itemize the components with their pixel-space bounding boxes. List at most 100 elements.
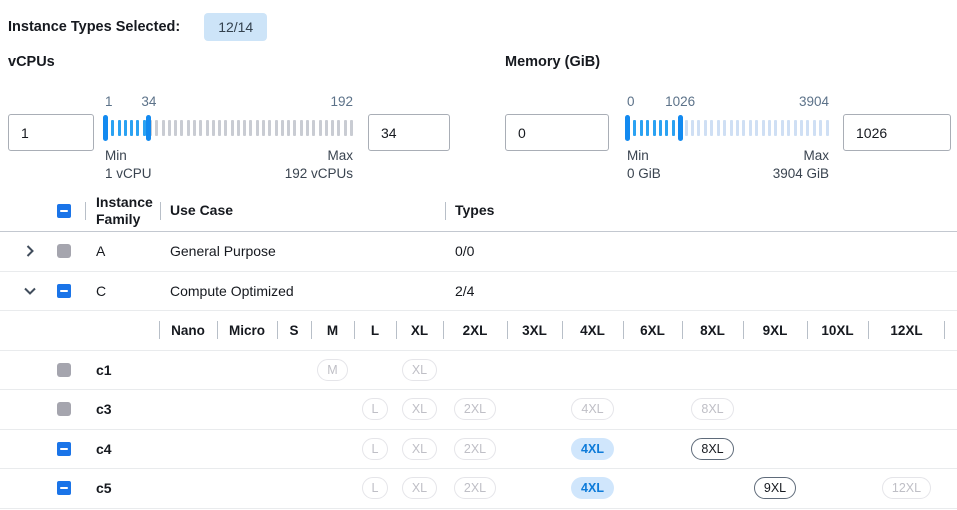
- instance-type-name: c5: [96, 480, 112, 497]
- memory-max-value: 3904 GiB: [772, 165, 829, 181]
- size-cell-6xl: [623, 390, 682, 429]
- memory-slider-handle-max[interactable]: [677, 115, 683, 141]
- size-cell-micro: [217, 351, 277, 390]
- size-column-header-xl: XL: [396, 311, 443, 350]
- table-body: A General Purpose 0/0 C Compute Optimized 2/4…: [0, 232, 957, 509]
- vcpus-max-value: 192 vCPUs: [284, 165, 353, 181]
- size-pill-c3-l: L: [361, 398, 389, 421]
- size-cell-6xl: [623, 430, 682, 469]
- column-header-types: Types: [445, 190, 957, 231]
- vcpus-slider-track: [103, 115, 353, 141]
- size-cell-m: [311, 390, 354, 429]
- size-column-header-9xl: 9XL: [743, 311, 807, 350]
- size-cell-s: [277, 469, 311, 508]
- size-column-header-micro: Micro: [217, 311, 277, 350]
- family-row-A: A General Purpose 0/0: [0, 232, 957, 272]
- size-cell-m: [311, 430, 354, 469]
- memory-filter: Memory (GiB) 0 1026 3904 Min 0 GiB Max: [505, 54, 951, 182]
- size-pill-c4-8xl[interactable]: 8XL: [691, 437, 734, 460]
- memory-min-input[interactable]: [505, 114, 609, 151]
- size-pill-c4-4xl[interactable]: 4XL: [571, 437, 614, 460]
- types-count: 0/0: [455, 243, 475, 260]
- size-column-header-12xl: 12XL: [868, 311, 945, 350]
- chevron-down-icon[interactable]: [22, 283, 38, 299]
- size-cell-nano: [159, 430, 217, 469]
- selected-count-label: Instance Types Selected:: [8, 19, 181, 35]
- check-cell: [49, 469, 85, 508]
- size-cell-2xl: 2XL: [443, 469, 507, 508]
- vcpus-min-value: 1 vCPU: [105, 165, 152, 181]
- memory-scale-start: 0: [627, 94, 635, 109]
- size-pill-c4-l: L: [361, 437, 389, 460]
- size-pill-c5-9xl[interactable]: 9XL: [753, 477, 797, 500]
- use-case: General Purpose: [170, 243, 276, 260]
- size-cell-l: L: [354, 469, 396, 508]
- memory-min-label: Min: [627, 148, 649, 163]
- check-cell: [49, 351, 85, 390]
- size-cell-xl: XL: [396, 351, 443, 390]
- size-column-header-nano: Nano: [159, 311, 217, 350]
- expand-cell: [0, 272, 49, 311]
- selected-count-badge: 12/14: [204, 13, 268, 41]
- vcpus-scale-mid: 34: [141, 94, 157, 109]
- vcpus-slider: 1 34 192 Min 1 vCPU Max 192 vCPUs: [103, 94, 353, 182]
- size-pill-c5-xl: XL: [401, 477, 438, 500]
- instance-family-name: A: [96, 243, 106, 260]
- size-cell-10xl: [807, 390, 868, 429]
- size-pill-c3-2xl: 2XL: [453, 398, 497, 421]
- size-column-header-4xl: 4XL: [562, 311, 623, 350]
- size-cell-2xl: [443, 351, 507, 390]
- selected-count-bar: Instance Types Selected: 12/14: [8, 13, 268, 41]
- column-header-use-case: Use Case: [160, 190, 445, 231]
- size-column-header-l: L: [354, 311, 396, 350]
- table-header: Instance Family Use Case Types: [0, 190, 957, 232]
- size-cell-s: [277, 430, 311, 469]
- size-column-header-2xl: 2XL: [443, 311, 507, 350]
- size-pill-c5-12xl: 12XL: [881, 477, 932, 500]
- size-cell-micro: [217, 469, 277, 508]
- instance-type-row-c3: c3 L XL 2XL 4XL 8XL: [0, 390, 957, 430]
- header-expand-cell: [0, 190, 49, 231]
- instance-family-table: Instance Family Use Case Types A General …: [0, 190, 957, 509]
- select-all-checkbox[interactable]: [57, 203, 71, 218]
- size-pill-c5-2xl: 2XL: [453, 477, 497, 500]
- vcpus-min-input[interactable]: [8, 114, 94, 151]
- size-cell-9xl: 9XL: [743, 469, 807, 508]
- size-cell-4xl: [562, 351, 623, 390]
- vcpus-slider-handle-max[interactable]: [146, 115, 152, 141]
- expand-cell-empty: [0, 469, 49, 508]
- use-case: Compute Optimized: [170, 282, 294, 299]
- size-cell-3xl: [507, 469, 562, 508]
- size-cell-12xl: 12XL: [868, 469, 945, 508]
- vcpus-scale-end: 192: [330, 94, 353, 109]
- column-header-instance-family: Instance Family: [85, 190, 160, 231]
- memory-slider-scale: 0 1026 3904: [627, 94, 829, 114]
- family-checkbox-A: [57, 244, 71, 259]
- size-cell-nano: [159, 390, 217, 429]
- vcpus-max-input[interactable]: [368, 114, 450, 151]
- vcpus-min-label: Min: [105, 148, 127, 163]
- memory-max-input[interactable]: [843, 114, 951, 151]
- instance-type-name: c1: [96, 361, 112, 378]
- memory-scale-mid: 1026: [665, 94, 696, 109]
- family-checkbox-C[interactable]: [57, 283, 71, 298]
- size-cell-s: [277, 351, 311, 390]
- size-cell-3xl: [507, 390, 562, 429]
- memory-controls: 0 1026 3904 Min 0 GiB Max 3904 GiB: [505, 94, 951, 182]
- vcpus-slider-handle-min[interactable]: [103, 115, 108, 141]
- size-cell-s: [277, 390, 311, 429]
- size-cell-6xl: [623, 469, 682, 508]
- size-pill-c3-xl: XL: [401, 398, 438, 421]
- type-checkbox-c4[interactable]: [57, 441, 71, 456]
- chevron-right-icon[interactable]: [22, 243, 38, 259]
- size-column-header-m: M: [311, 311, 354, 350]
- size-cell-9xl: [743, 430, 807, 469]
- size-pill-c5-4xl[interactable]: 4XL: [571, 477, 614, 500]
- vcpus-scale-start: 1: [105, 94, 113, 109]
- size-cell-3xl: [507, 430, 562, 469]
- size-column-header-10xl: 10XL: [807, 311, 868, 350]
- size-cell-10xl: [807, 430, 868, 469]
- size-pill-c4-2xl: 2XL: [453, 437, 497, 460]
- memory-slider-handle-min[interactable]: [625, 115, 630, 141]
- type-checkbox-c5[interactable]: [57, 481, 71, 496]
